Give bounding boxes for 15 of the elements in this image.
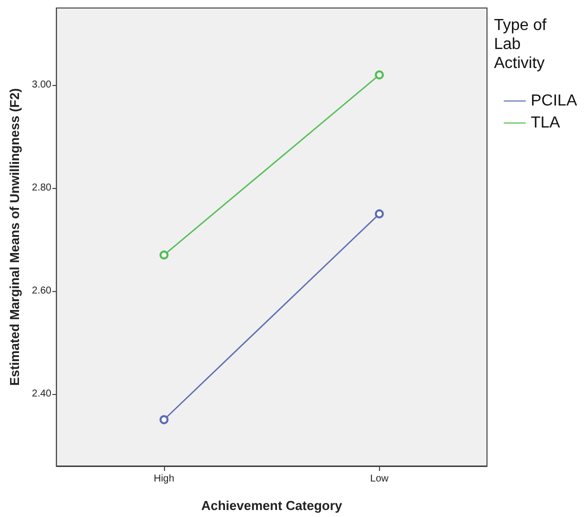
legend-label: TLA [530, 114, 560, 132]
point [374, 209, 384, 218]
y-tick-label: 3.00 [32, 80, 52, 91]
y-tick-label: 2.40 [32, 388, 52, 400]
point [160, 250, 169, 260]
legend-title: Type of Lab Activity [494, 17, 551, 72]
x-axis-title: Achievement Category [201, 498, 343, 513]
legend-label: PCILA [530, 92, 578, 110]
point [374, 70, 384, 80]
x-tick-label: Low [370, 474, 390, 484]
y-tick-label: 2.60 [32, 286, 52, 297]
y-axis-title: Estimated Marginal Means of Unwillingness (F2) [7, 88, 22, 386]
point [160, 415, 169, 424]
x-tick-label: High [154, 474, 174, 484]
y-tick-label: 2.80 [32, 182, 52, 194]
